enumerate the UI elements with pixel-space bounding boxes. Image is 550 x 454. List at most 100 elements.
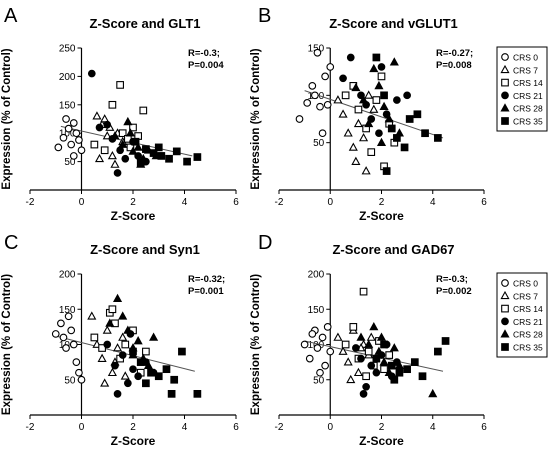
data-point-square-filled <box>172 147 181 156</box>
data-point-circle-open <box>62 344 70 352</box>
data-point-square-filled <box>380 340 388 349</box>
data-point-circle-open <box>313 344 322 352</box>
data-point-triangle-open <box>87 311 97 320</box>
legend-label: CRS 35 <box>513 117 543 127</box>
data-point-triangle-filled <box>376 332 387 341</box>
legend-label: CRS 28 <box>513 104 543 114</box>
stat-annotation: P=0.008 <box>436 60 472 71</box>
data-point-square-open <box>108 100 117 109</box>
data-point-triangle-open <box>100 378 110 387</box>
data-point-square-filled <box>434 347 442 356</box>
data-point-circle-open <box>69 152 78 160</box>
data-point-triangle-filled <box>369 63 379 73</box>
data-point-circle-filled <box>339 74 347 83</box>
y-tick-label: 50 <box>64 375 76 386</box>
legend-label: CRS 0 <box>513 279 538 289</box>
x-tick-label: 6 <box>481 422 487 433</box>
data-point-triangle-open <box>118 332 128 341</box>
legend-marker-square-filled <box>501 343 509 351</box>
data-point-triangle-filled <box>389 343 399 352</box>
data-point-triangle-open <box>346 374 356 384</box>
data-point-circle-open <box>326 347 335 356</box>
data-point-circle-filled <box>111 361 119 370</box>
data-point-circle-open <box>72 129 81 138</box>
x-axis-label: Z-Score <box>111 209 156 223</box>
data-point-circle-open <box>295 115 304 123</box>
panel-letter: D <box>258 232 272 254</box>
legend-marker-circle-open <box>501 279 509 287</box>
data-point-triangle-filled <box>118 311 128 320</box>
data-point-triangle-filled <box>143 360 154 370</box>
data-point-triangle-open <box>351 156 361 165</box>
y-tick-label: 200 <box>308 270 325 281</box>
data-point-triangle-open <box>120 371 130 380</box>
legend-marker-triangle-open <box>500 290 510 300</box>
y-tick-label: 250 <box>59 44 76 55</box>
data-point-circle-open <box>59 333 68 342</box>
data-point-triangle-open <box>338 109 348 118</box>
data-point-circle-open <box>64 124 73 133</box>
legend-marker-square-open <box>501 78 509 87</box>
stat-annotation: R=-0.3; <box>436 274 468 285</box>
data-point-square-filled <box>142 379 150 388</box>
x-tick-label: 6 <box>481 197 487 208</box>
x-tick-label: 0 <box>79 197 85 208</box>
data-point-circle-open <box>72 358 81 366</box>
data-point-triangle-filled <box>149 332 159 341</box>
data-point-square-filled <box>142 145 150 153</box>
legend-label: CRS 0 <box>513 53 538 63</box>
data-point-square-filled <box>405 115 414 123</box>
x-tick-label: 4 <box>430 422 436 433</box>
data-point-triangle-filled <box>428 388 438 398</box>
x-tick-label: -2 <box>275 197 284 208</box>
x-tick-label: 2 <box>379 197 385 208</box>
data-point-triangle-filled <box>105 318 115 327</box>
data-point-square-filled <box>154 372 163 381</box>
stat-annotation: P=0.002 <box>436 286 472 297</box>
data-point-square-open <box>349 323 358 331</box>
data-point-triangle-open <box>110 159 120 168</box>
chart-panel-a: A Z-Score and GLT1 -2 0 2 4 6 50 100 150 200 250 Z-S… <box>1 5 239 223</box>
data-point-square-filled <box>393 134 401 142</box>
data-point-square-filled <box>434 134 442 142</box>
data-point-triangle-open <box>366 332 376 341</box>
data-point-square-open <box>116 81 124 89</box>
data-point-circle-filled <box>113 390 122 398</box>
data-point-triangle-filled <box>128 146 138 155</box>
data-point-triangle-filled <box>384 114 394 123</box>
data-point-circle-open <box>57 319 65 328</box>
data-point-circle-open <box>321 361 329 370</box>
x-tick-label: -2 <box>275 422 284 433</box>
data-point-triangle-filled <box>112 293 123 303</box>
data-point-square-open <box>372 96 381 104</box>
data-point-square-filled <box>165 154 173 163</box>
y-axis-label: Expression (% of Control) <box>1 48 13 189</box>
data-point-triangle-open <box>333 332 343 341</box>
legend-label: CRS 35 <box>513 343 543 353</box>
data-point-circle-filled <box>95 123 104 132</box>
data-point-circle-open <box>62 115 70 123</box>
x-tick-label: 6 <box>233 197 239 208</box>
data-point-circle-filled <box>372 368 381 377</box>
y-axis-label: Expression (% of Control) <box>250 48 262 189</box>
legend: CRS 0 CRS 7 CRS 14 CRS 21 CRS 28 CRS 35 <box>496 272 548 358</box>
chart-title: Z-Score and vGLUT1 <box>329 16 458 31</box>
data-point-square-open <box>118 129 127 138</box>
y-tick-label: 150 <box>59 100 76 111</box>
data-point-triangle-filled <box>389 57 399 66</box>
data-point-triangle-filled <box>118 139 128 148</box>
y-tick-label: 50 <box>313 138 325 149</box>
x-tick-label: 6 <box>233 422 239 433</box>
data-point-triangle-open <box>353 367 363 377</box>
data-point-triangle-filled <box>110 131 120 140</box>
data-point-square-filled <box>136 158 145 167</box>
data-point-triangle-filled <box>359 95 369 104</box>
data-point-square-filled <box>372 53 381 62</box>
stat-annotation: R=-0.32; <box>188 274 225 285</box>
legend-label: CRS 7 <box>513 65 538 75</box>
legend-label: CRS 14 <box>513 78 543 88</box>
data-point-square-filled <box>413 110 422 119</box>
data-point-square-filled <box>131 137 140 146</box>
legend-label: CRS 14 <box>513 304 543 314</box>
